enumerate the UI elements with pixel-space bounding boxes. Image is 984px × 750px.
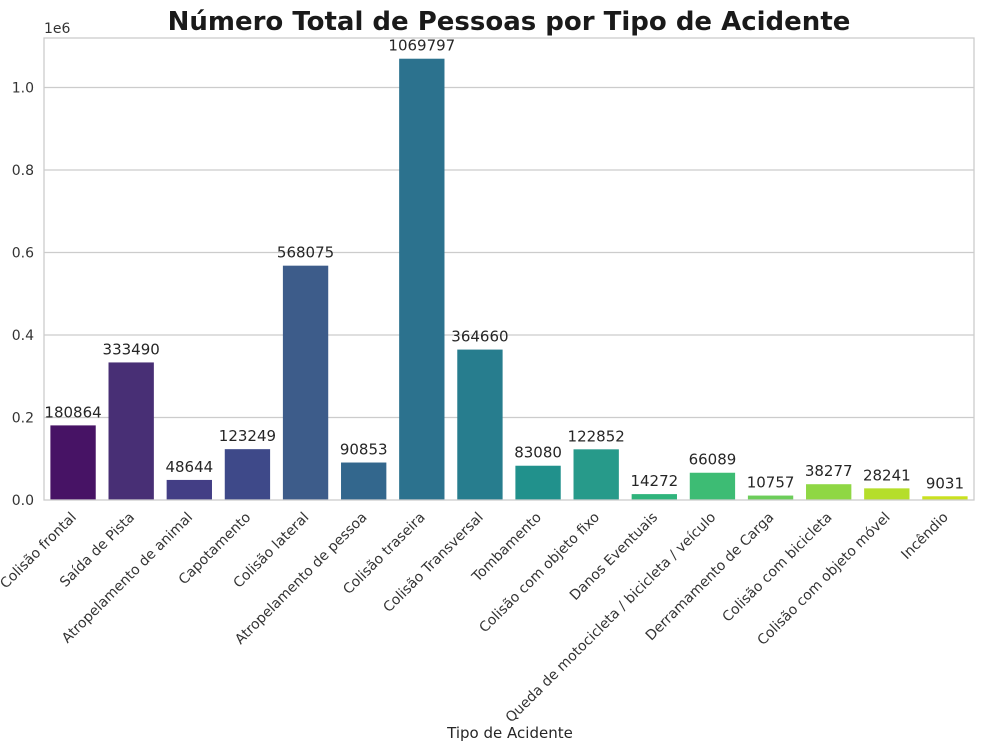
x-axis-label: Tipo de Acidente [446, 724, 573, 742]
x-tick-label: Incêndio [898, 510, 951, 563]
y-offset-label: 1e6 [44, 21, 71, 37]
bar [922, 496, 968, 500]
data-label: 83080 [514, 444, 562, 462]
y-tick-label: 0.8 [12, 163, 34, 179]
bar [108, 362, 154, 500]
data-labels: 180864 333490 48644 123249 568075 90853 106979… [44, 37, 964, 493]
data-label: 180864 [44, 403, 101, 421]
y-tick-label: 1.0 [12, 81, 34, 97]
y-tick-label: 0.0 [12, 493, 34, 509]
bar [166, 479, 212, 500]
data-label: 568075 [277, 244, 334, 262]
x-tick-label: Colisão com objeto fixo [476, 510, 603, 637]
bar [631, 494, 677, 500]
y-axis-ticks: 0.0 0.2 0.4 0.6 0.8 1.0 [12, 81, 34, 510]
bar [515, 465, 561, 500]
y-tick-label: 0.2 [12, 411, 34, 427]
data-label: 10757 [747, 474, 795, 492]
y-tick-label: 0.6 [12, 246, 34, 262]
data-label: 122852 [568, 427, 625, 445]
data-label: 14272 [630, 472, 678, 490]
bars [50, 58, 968, 500]
data-label: 28241 [863, 466, 911, 484]
chart-title: Número Total de Pessoas por Tipo de Acid… [168, 7, 851, 37]
grid-lines [44, 86, 974, 419]
bar [689, 472, 736, 500]
bar [864, 488, 910, 500]
bar [399, 58, 445, 500]
bar [747, 495, 794, 500]
data-label: 48644 [165, 458, 213, 476]
data-label: 123249 [219, 427, 276, 445]
data-label: 90853 [340, 441, 388, 459]
plot-frame [43, 37, 975, 501]
data-label: 1069797 [388, 37, 455, 55]
x-tick-label: Queda de motocicleta / bicicleta / veícu… [503, 510, 719, 726]
y-tick-label: 0.4 [12, 328, 34, 344]
data-label: 66089 [689, 451, 737, 469]
bar [457, 349, 503, 500]
x-tick-label: Colisão Transversal [380, 510, 486, 616]
x-tick-label: Colisão com bicicleta [720, 510, 836, 626]
bar [282, 265, 329, 500]
bar [341, 462, 387, 500]
data-label: 364660 [451, 328, 508, 346]
data-label: 333490 [103, 340, 160, 358]
bar [224, 449, 271, 500]
bar [50, 425, 96, 500]
data-label: 9031 [926, 474, 964, 492]
bar [806, 484, 852, 500]
data-label: 38277 [805, 462, 853, 480]
bar [573, 449, 619, 500]
